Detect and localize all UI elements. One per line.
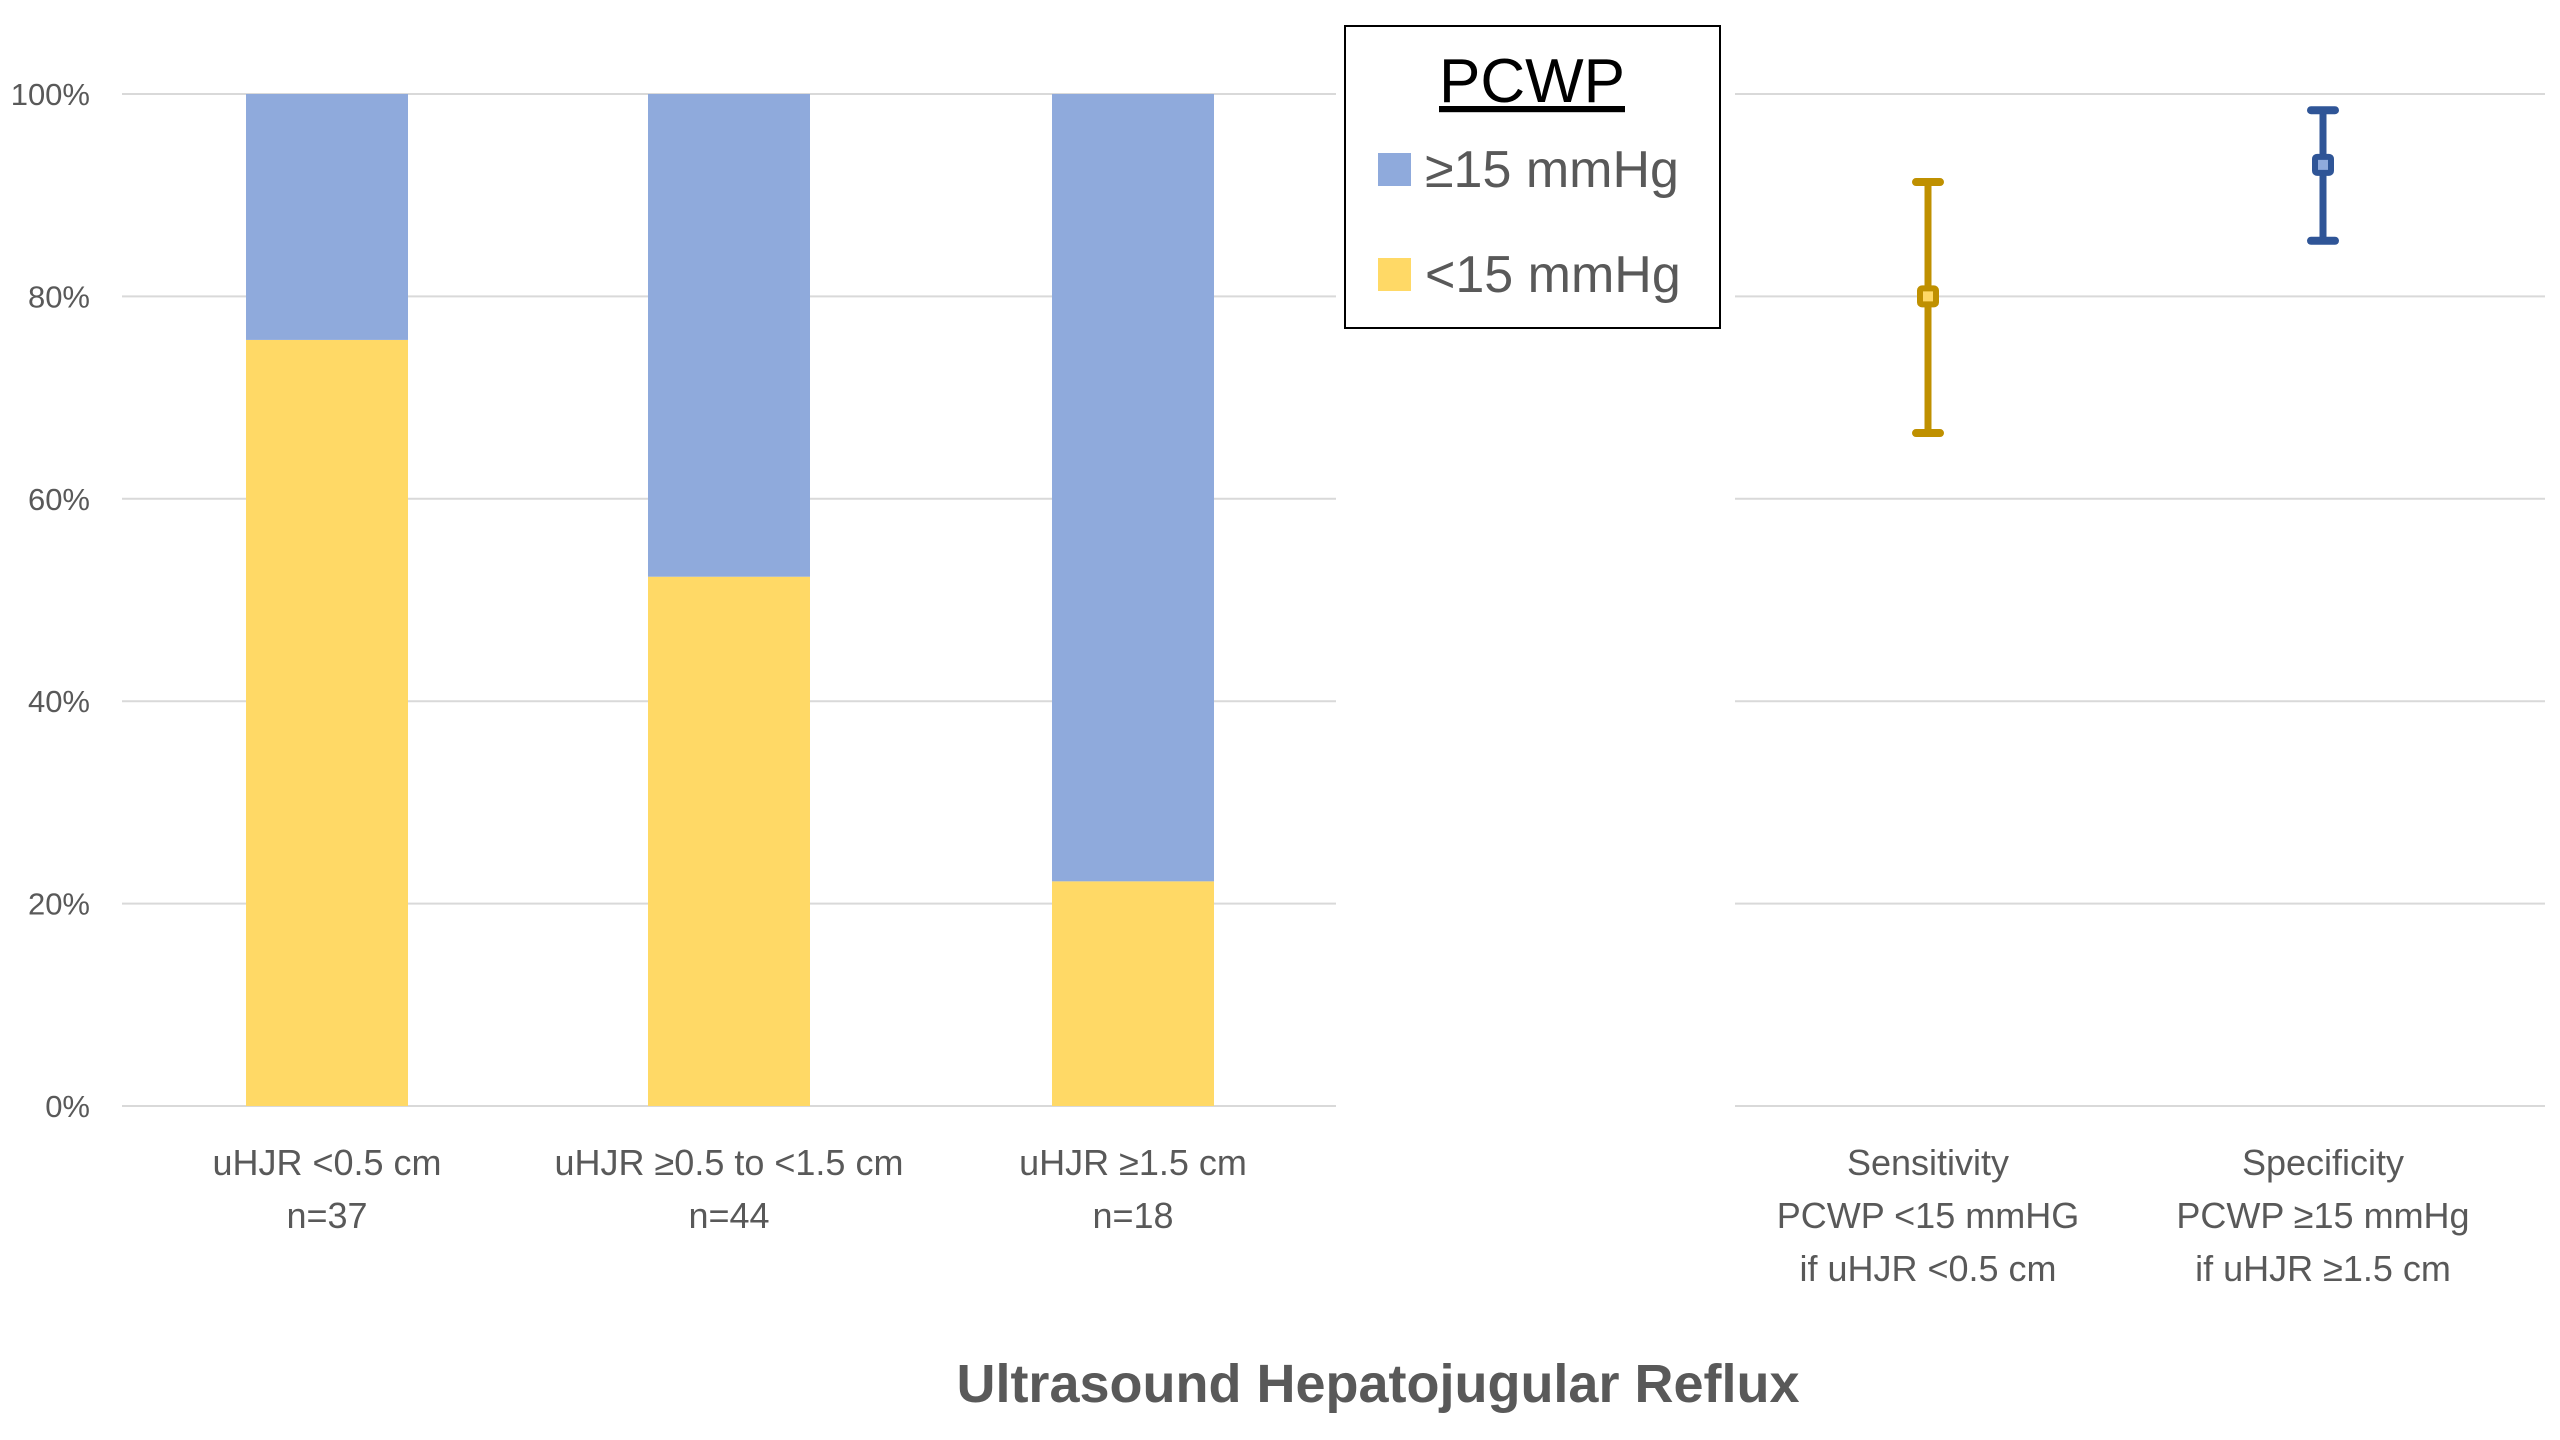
category-n: n=18 — [1092, 1195, 1173, 1236]
y-tick-label: 40% — [28, 684, 90, 719]
legend-swatch-low — [1378, 258, 1411, 291]
category-label: uHJR <0.5 cm — [212, 1142, 441, 1183]
y-tick-label: 100% — [11, 77, 90, 112]
y-tick-label: 60% — [28, 482, 90, 517]
category-labels: uHJR <0.5 cm n=37 uHJR ≥0.5 to <1.5 cm n=44… — [212, 1142, 2469, 1289]
category-label: uHJR ≥0.5 to <1.5 cm — [555, 1142, 904, 1183]
y-tick-label: 20% — [28, 887, 90, 922]
error-category-label: if uHJR ≥1.5 cm — [2195, 1248, 2451, 1289]
error-category-label: if uHJR <0.5 cm — [1799, 1248, 2056, 1289]
error-category-label: Sensitivity — [1847, 1142, 2009, 1183]
legend-label-high: ≥15 mmHg — [1425, 141, 1679, 199]
y-tick-label: 0% — [45, 1089, 90, 1124]
error-category-label: PCWP ≥15 mmHg — [2176, 1195, 2469, 1236]
point-marker — [2312, 153, 2334, 176]
bar-segment-low — [1052, 881, 1214, 1106]
bar-segment-low — [648, 576, 810, 1106]
bar-segment-low — [246, 339, 408, 1106]
grid-right — [1735, 93, 2545, 1107]
error-bar-points — [1912, 106, 2339, 438]
legend-title: PCWP — [1439, 47, 1625, 116]
category-label: uHJR ≥1.5 cm — [1019, 1142, 1247, 1183]
legend: PCWP ≥15 mmHg <15 mmHg — [1344, 25, 1721, 329]
bar-segment-high — [246, 94, 408, 340]
error-category-label: PCWP <15 mmHG — [1777, 1195, 2079, 1236]
error-category-label: Specificity — [2242, 1142, 2404, 1183]
y-tick-label: 80% — [28, 279, 90, 314]
bar-segment-high — [648, 94, 810, 577]
legend-swatch-high — [1378, 153, 1411, 186]
category-n: n=37 — [286, 1195, 367, 1236]
x-axis-title: Ultrasound Hepatojugular Reflux — [956, 1354, 1799, 1414]
category-n: n=44 — [688, 1195, 769, 1236]
point-marker — [1917, 285, 1939, 308]
bars — [246, 94, 1214, 1106]
y-tick-labels: 0% 20% 40% 60% 80% 100% — [11, 77, 90, 1124]
legend-label-low: <15 mmHg — [1425, 246, 1681, 304]
bar-segment-high — [1052, 94, 1214, 882]
